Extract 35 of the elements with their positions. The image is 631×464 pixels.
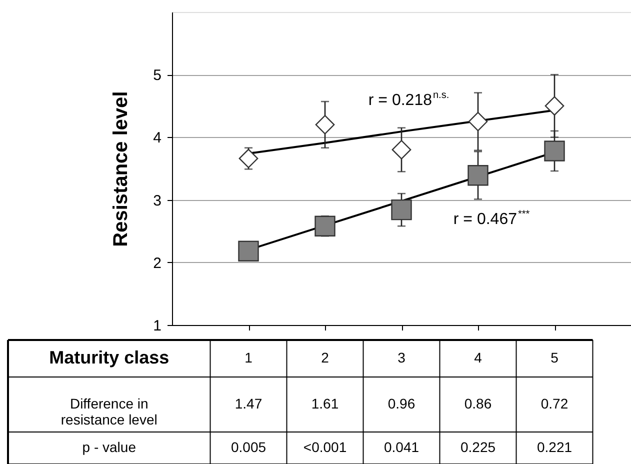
point — [315, 114, 335, 134]
point — [468, 165, 488, 186]
text: p - value — [82, 439, 136, 455]
y-tick-label: 4 — [153, 130, 162, 147]
point — [392, 140, 412, 160]
point — [314, 216, 336, 236]
point — [391, 199, 412, 220]
text: 0.041 — [384, 439, 420, 455]
text: 0.225 — [460, 439, 496, 455]
text: <0.001 — [303, 439, 347, 455]
text: 0.005 — [230, 439, 266, 455]
x-axis-title: Maturity class — [49, 348, 170, 368]
y-tick-label: 3 — [153, 192, 162, 210]
text: 0.221 — [536, 439, 572, 455]
y-axis-title: Resistance level — [110, 91, 132, 247]
point — [238, 240, 259, 262]
point — [468, 112, 488, 132]
point — [544, 140, 565, 162]
x-tick-label: 3 — [398, 350, 406, 366]
text: 0.86 — [464, 396, 492, 412]
text: 0.96 — [388, 396, 416, 412]
x-tick-label: 4 — [474, 350, 482, 366]
text: 1.61 — [311, 396, 339, 412]
text: 1.47 — [234, 396, 262, 412]
y-tick-label: 1 — [153, 318, 162, 334]
x-tick-label: 2 — [321, 350, 330, 366]
point — [238, 148, 258, 168]
x-tick-label: 5 — [550, 350, 559, 366]
y-tick-label: 5 — [153, 67, 162, 84]
point — [544, 96, 564, 116]
x-tick-label: 1 — [244, 350, 253, 366]
text: Difference in resistance level — [60, 396, 158, 428]
text: 0.72 — [540, 396, 568, 412]
annotation: r = 0.467*** — [453, 209, 530, 228]
y-tick-label: 2 — [153, 254, 162, 272]
